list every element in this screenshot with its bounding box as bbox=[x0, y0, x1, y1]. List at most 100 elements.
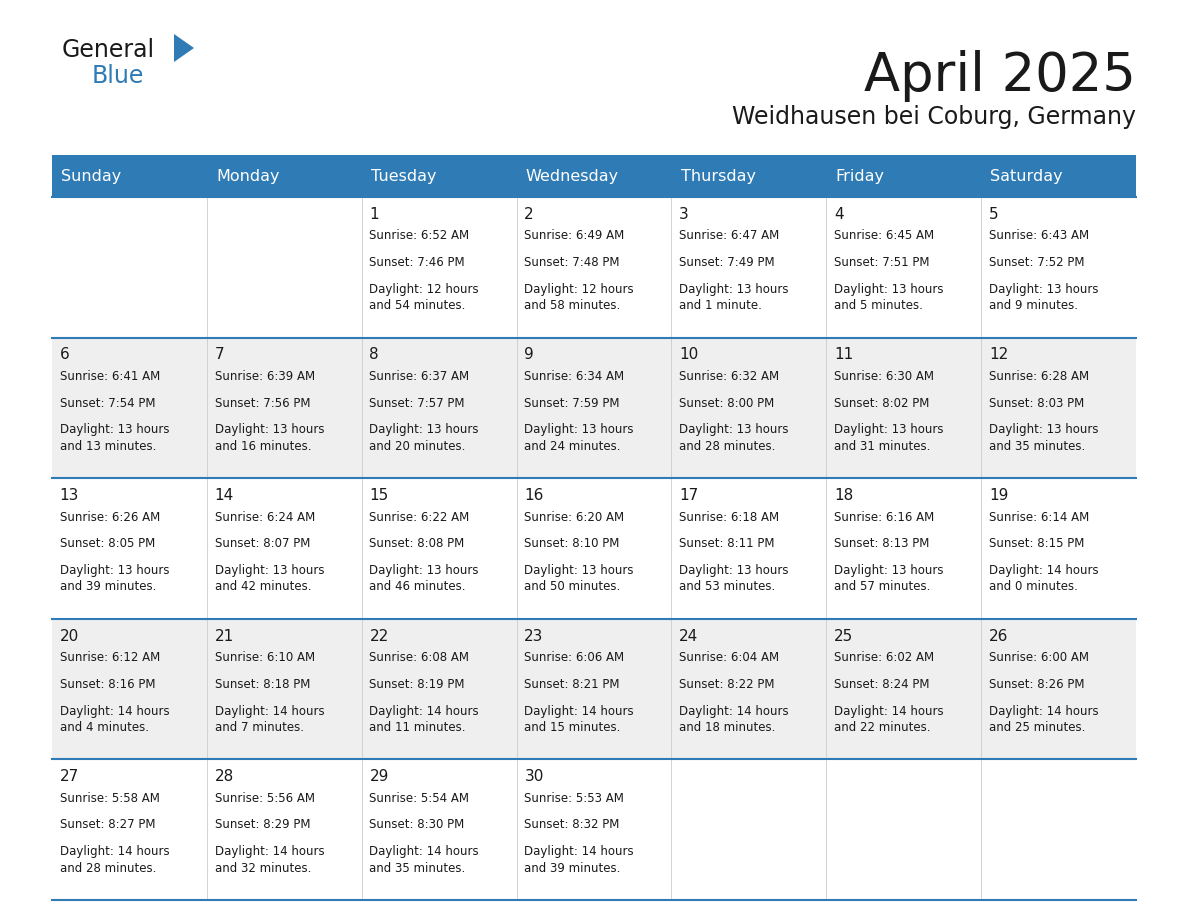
Text: 12: 12 bbox=[988, 347, 1009, 363]
Bar bbox=[517, 155, 671, 197]
Text: Sunrise: 6:37 AM: Sunrise: 6:37 AM bbox=[369, 370, 469, 383]
Text: Daylight: 13 hours
and 39 minutes.: Daylight: 13 hours and 39 minutes. bbox=[59, 564, 169, 593]
Text: Daylight: 14 hours
and 15 minutes.: Daylight: 14 hours and 15 minutes. bbox=[524, 705, 634, 734]
Bar bbox=[671, 155, 827, 197]
Text: Sunset: 8:30 PM: Sunset: 8:30 PM bbox=[369, 819, 465, 832]
Text: 27: 27 bbox=[59, 769, 78, 784]
Text: Sunset: 7:51 PM: Sunset: 7:51 PM bbox=[834, 256, 929, 269]
Polygon shape bbox=[173, 34, 194, 62]
Text: Sunset: 8:07 PM: Sunset: 8:07 PM bbox=[215, 537, 310, 550]
Text: Sunset: 8:32 PM: Sunset: 8:32 PM bbox=[524, 819, 620, 832]
Text: 29: 29 bbox=[369, 769, 388, 784]
Text: Daylight: 13 hours
and 28 minutes.: Daylight: 13 hours and 28 minutes. bbox=[680, 423, 789, 453]
Text: Daylight: 14 hours
and 7 minutes.: Daylight: 14 hours and 7 minutes. bbox=[215, 705, 324, 734]
Text: 8: 8 bbox=[369, 347, 379, 363]
Text: Daylight: 13 hours
and 13 minutes.: Daylight: 13 hours and 13 minutes. bbox=[59, 423, 169, 453]
Text: Weidhausen bei Coburg, Germany: Weidhausen bei Coburg, Germany bbox=[732, 105, 1136, 129]
Text: Sunrise: 5:58 AM: Sunrise: 5:58 AM bbox=[59, 791, 159, 805]
Text: Tuesday: Tuesday bbox=[371, 169, 436, 184]
Text: Sunrise: 6:28 AM: Sunrise: 6:28 AM bbox=[988, 370, 1089, 383]
Text: Sunset: 8:10 PM: Sunset: 8:10 PM bbox=[524, 537, 620, 550]
Text: Sunset: 8:29 PM: Sunset: 8:29 PM bbox=[215, 819, 310, 832]
Text: Sunrise: 5:56 AM: Sunrise: 5:56 AM bbox=[215, 791, 315, 805]
Text: Sunrise: 6:18 AM: Sunrise: 6:18 AM bbox=[680, 510, 779, 523]
Text: Sunset: 8:08 PM: Sunset: 8:08 PM bbox=[369, 537, 465, 550]
Text: Daylight: 13 hours
and 24 minutes.: Daylight: 13 hours and 24 minutes. bbox=[524, 423, 634, 453]
Text: Sunrise: 6:24 AM: Sunrise: 6:24 AM bbox=[215, 510, 315, 523]
Text: 26: 26 bbox=[988, 629, 1009, 644]
Text: Wednesday: Wednesday bbox=[526, 169, 619, 184]
Text: 2: 2 bbox=[524, 207, 533, 222]
Text: Sunset: 8:11 PM: Sunset: 8:11 PM bbox=[680, 537, 775, 550]
Bar bbox=[361, 155, 517, 197]
Text: Daylight: 13 hours
and 9 minutes.: Daylight: 13 hours and 9 minutes. bbox=[988, 283, 1099, 312]
Text: Sunset: 8:27 PM: Sunset: 8:27 PM bbox=[59, 819, 156, 832]
Text: Sunset: 7:46 PM: Sunset: 7:46 PM bbox=[369, 256, 465, 269]
Text: 9: 9 bbox=[524, 347, 535, 363]
Text: Sunset: 8:05 PM: Sunset: 8:05 PM bbox=[59, 537, 154, 550]
Bar bbox=[52, 759, 1136, 900]
Text: Daylight: 14 hours
and 28 minutes.: Daylight: 14 hours and 28 minutes. bbox=[59, 845, 170, 875]
Text: Sunrise: 6:02 AM: Sunrise: 6:02 AM bbox=[834, 651, 934, 664]
Text: Daylight: 14 hours
and 0 minutes.: Daylight: 14 hours and 0 minutes. bbox=[988, 564, 1099, 593]
Text: Sunrise: 6:43 AM: Sunrise: 6:43 AM bbox=[988, 230, 1089, 242]
Text: Sunrise: 6:41 AM: Sunrise: 6:41 AM bbox=[59, 370, 160, 383]
Text: Daylight: 12 hours
and 58 minutes.: Daylight: 12 hours and 58 minutes. bbox=[524, 283, 634, 312]
Text: Sunrise: 6:20 AM: Sunrise: 6:20 AM bbox=[524, 510, 625, 523]
Text: Sunrise: 6:52 AM: Sunrise: 6:52 AM bbox=[369, 230, 469, 242]
Text: Blue: Blue bbox=[91, 64, 145, 88]
Text: Sunrise: 6:06 AM: Sunrise: 6:06 AM bbox=[524, 651, 625, 664]
Text: Daylight: 14 hours
and 32 minutes.: Daylight: 14 hours and 32 minutes. bbox=[215, 845, 324, 875]
Text: Sunset: 8:21 PM: Sunset: 8:21 PM bbox=[524, 677, 620, 691]
Text: 7: 7 bbox=[215, 347, 225, 363]
Text: Sunrise: 6:22 AM: Sunrise: 6:22 AM bbox=[369, 510, 469, 523]
Text: Sunrise: 6:39 AM: Sunrise: 6:39 AM bbox=[215, 370, 315, 383]
Text: Sunrise: 5:54 AM: Sunrise: 5:54 AM bbox=[369, 791, 469, 805]
Text: Daylight: 13 hours
and 42 minutes.: Daylight: 13 hours and 42 minutes. bbox=[215, 564, 324, 593]
Text: Sunrise: 6:16 AM: Sunrise: 6:16 AM bbox=[834, 510, 934, 523]
Text: Daylight: 13 hours
and 20 minutes.: Daylight: 13 hours and 20 minutes. bbox=[369, 423, 479, 453]
Text: Sunset: 7:54 PM: Sunset: 7:54 PM bbox=[59, 397, 156, 409]
Text: Sunset: 7:59 PM: Sunset: 7:59 PM bbox=[524, 397, 620, 409]
Text: Sunset: 8:26 PM: Sunset: 8:26 PM bbox=[988, 677, 1085, 691]
Text: Daylight: 14 hours
and 35 minutes.: Daylight: 14 hours and 35 minutes. bbox=[369, 845, 479, 875]
Text: Daylight: 14 hours
and 39 minutes.: Daylight: 14 hours and 39 minutes. bbox=[524, 845, 634, 875]
Text: Sunset: 8:02 PM: Sunset: 8:02 PM bbox=[834, 397, 929, 409]
Text: Sunset: 8:00 PM: Sunset: 8:00 PM bbox=[680, 397, 775, 409]
Text: Sunrise: 5:53 AM: Sunrise: 5:53 AM bbox=[524, 791, 624, 805]
Text: 6: 6 bbox=[59, 347, 69, 363]
Text: Friday: Friday bbox=[835, 169, 885, 184]
Text: Sunrise: 6:08 AM: Sunrise: 6:08 AM bbox=[369, 651, 469, 664]
Text: Daylight: 12 hours
and 54 minutes.: Daylight: 12 hours and 54 minutes. bbox=[369, 283, 479, 312]
Text: Sunset: 8:22 PM: Sunset: 8:22 PM bbox=[680, 677, 775, 691]
Text: General: General bbox=[62, 38, 156, 62]
Text: Monday: Monday bbox=[216, 169, 279, 184]
Bar bbox=[52, 478, 1136, 619]
Text: Sunrise: 6:00 AM: Sunrise: 6:00 AM bbox=[988, 651, 1089, 664]
Text: 24: 24 bbox=[680, 629, 699, 644]
Text: Sunday: Sunday bbox=[62, 169, 121, 184]
Text: Daylight: 14 hours
and 11 minutes.: Daylight: 14 hours and 11 minutes. bbox=[369, 705, 479, 734]
Text: Sunrise: 6:30 AM: Sunrise: 6:30 AM bbox=[834, 370, 934, 383]
Text: Daylight: 13 hours
and 35 minutes.: Daylight: 13 hours and 35 minutes. bbox=[988, 423, 1099, 453]
Text: Sunset: 7:56 PM: Sunset: 7:56 PM bbox=[215, 397, 310, 409]
Bar bbox=[52, 197, 1136, 338]
Text: Daylight: 13 hours
and 1 minute.: Daylight: 13 hours and 1 minute. bbox=[680, 283, 789, 312]
Text: Daylight: 14 hours
and 18 minutes.: Daylight: 14 hours and 18 minutes. bbox=[680, 705, 789, 734]
Text: Sunset: 8:19 PM: Sunset: 8:19 PM bbox=[369, 677, 465, 691]
Text: Daylight: 13 hours
and 53 minutes.: Daylight: 13 hours and 53 minutes. bbox=[680, 564, 789, 593]
Text: Sunrise: 6:49 AM: Sunrise: 6:49 AM bbox=[524, 230, 625, 242]
Bar bbox=[207, 155, 361, 197]
Bar bbox=[52, 619, 1136, 759]
Text: Daylight: 13 hours
and 16 minutes.: Daylight: 13 hours and 16 minutes. bbox=[215, 423, 324, 453]
Text: 11: 11 bbox=[834, 347, 853, 363]
Text: 21: 21 bbox=[215, 629, 234, 644]
Text: Sunrise: 6:45 AM: Sunrise: 6:45 AM bbox=[834, 230, 934, 242]
Text: 13: 13 bbox=[59, 488, 80, 503]
Text: 14: 14 bbox=[215, 488, 234, 503]
Text: Thursday: Thursday bbox=[681, 169, 756, 184]
Text: Daylight: 14 hours
and 22 minutes.: Daylight: 14 hours and 22 minutes. bbox=[834, 705, 943, 734]
Text: 20: 20 bbox=[59, 629, 78, 644]
Bar bbox=[981, 155, 1136, 197]
Text: 28: 28 bbox=[215, 769, 234, 784]
